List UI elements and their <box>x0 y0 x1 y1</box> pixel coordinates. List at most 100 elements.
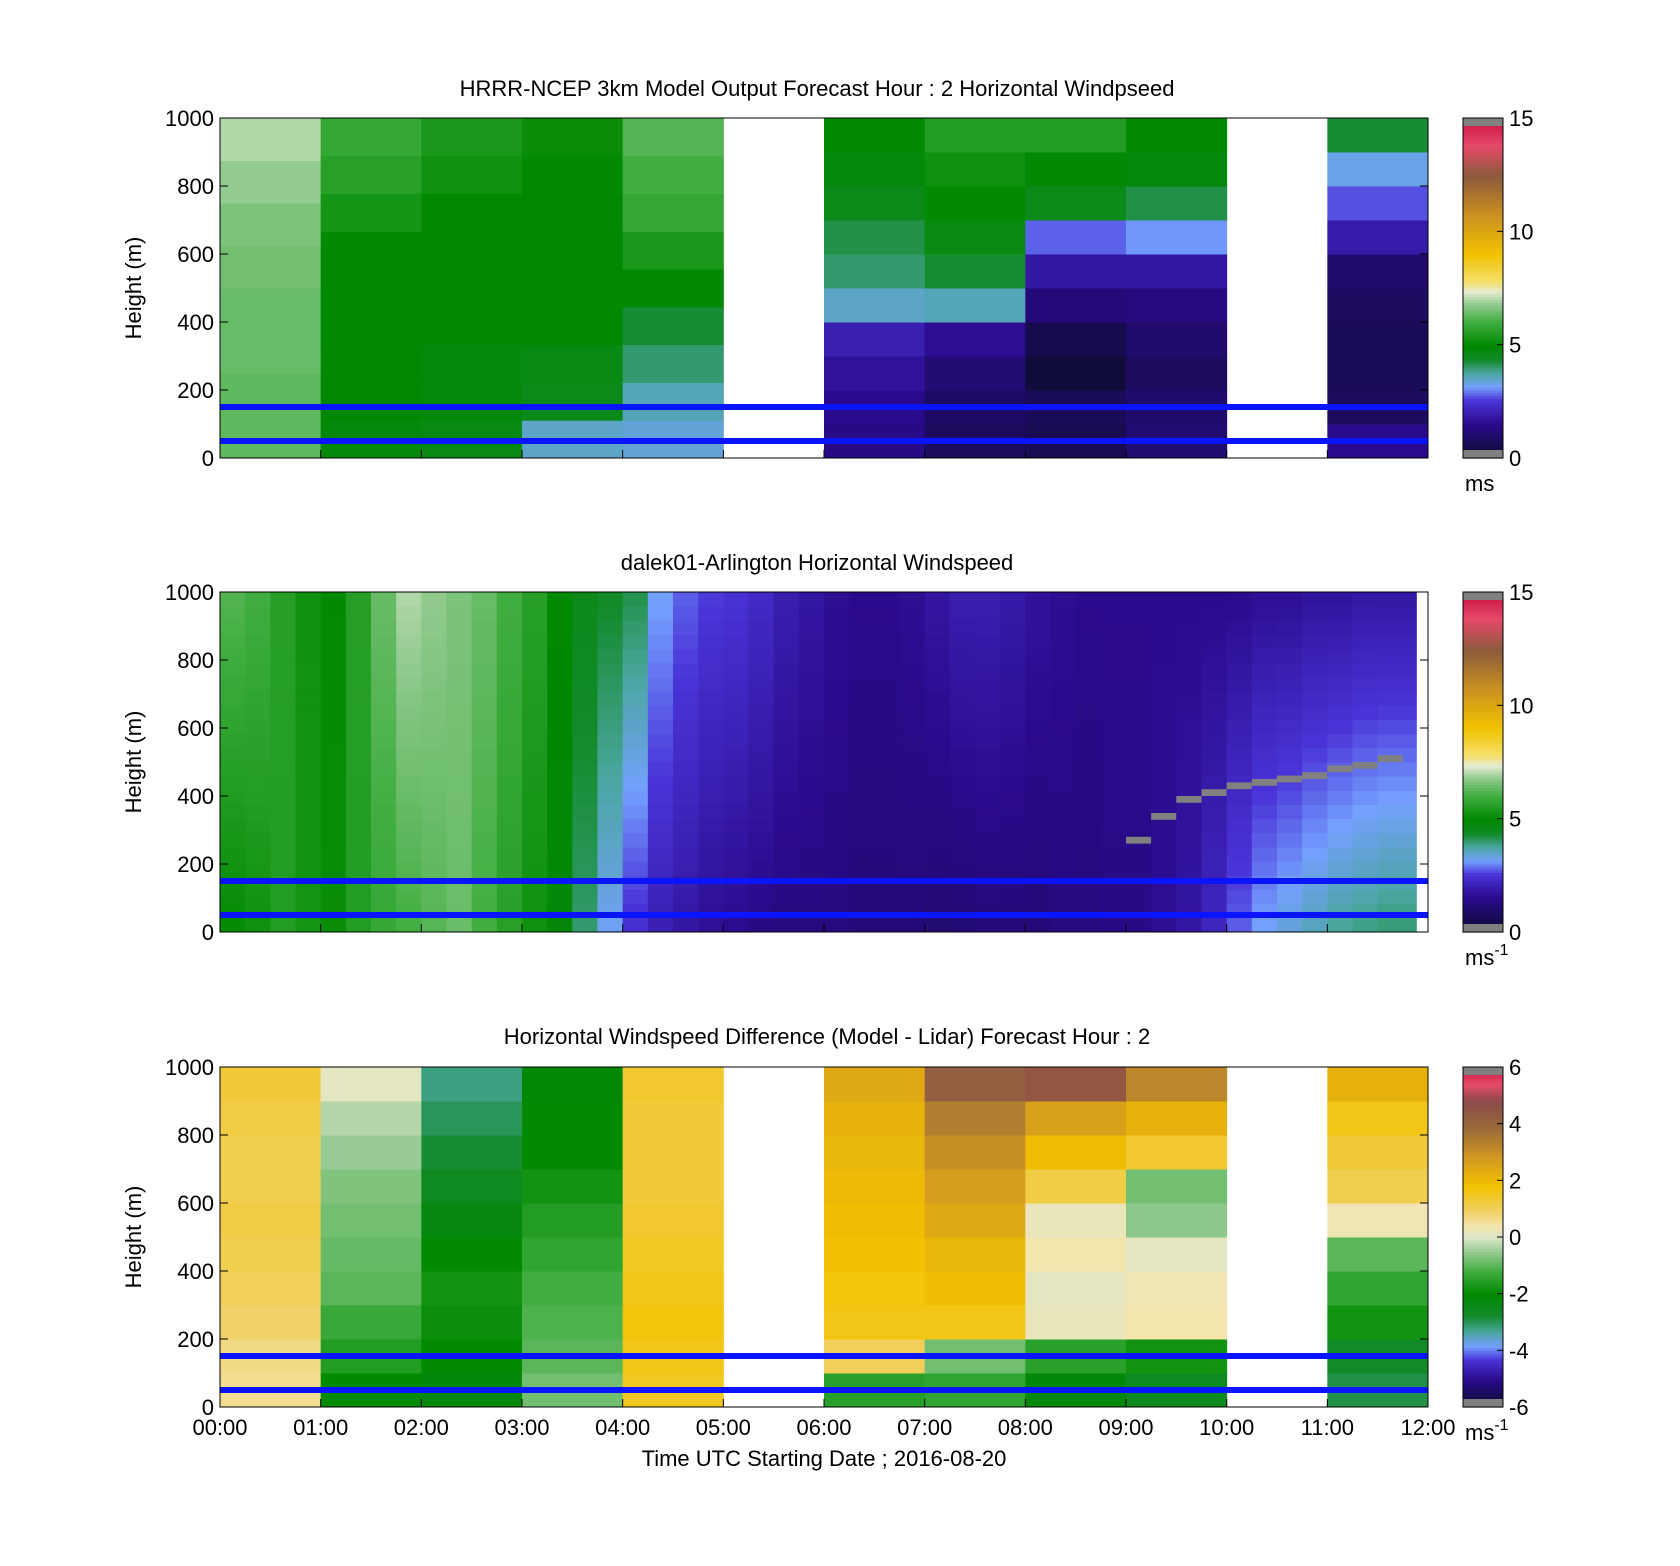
heatmap-cell <box>1377 733 1404 749</box>
heatmap-cell <box>1327 662 1353 678</box>
heatmap-cell <box>924 818 951 834</box>
heatmap-cell <box>647 889 674 905</box>
heatmap-cell <box>320 592 347 607</box>
colorbar-swatch <box>1463 1299 1503 1303</box>
heatmap-cell <box>1025 733 1051 749</box>
heatmap-cell <box>874 648 900 664</box>
colorbar-swatch <box>1463 694 1503 698</box>
heatmap-cell <box>345 733 372 749</box>
heatmap-cell <box>698 677 724 692</box>
heatmap-cell <box>1201 719 1228 735</box>
colorbar-swatch <box>1463 1089 1503 1094</box>
heatmap-cell <box>1352 861 1379 876</box>
heatmap-cell <box>824 762 850 777</box>
heatmap-cell <box>345 634 372 650</box>
heatmap-cell <box>1277 861 1303 876</box>
heatmap-cell <box>597 691 624 706</box>
colorbar-swatch <box>1463 1293 1503 1298</box>
heatmap-cell <box>522 648 548 664</box>
heatmap-cell <box>622 889 649 905</box>
heatmap-cell <box>622 155 724 195</box>
heatmap-cell <box>1226 917 1253 933</box>
heatmap-cell <box>824 804 850 820</box>
heatmap-cell <box>1201 889 1228 905</box>
heatmap-cell <box>874 592 900 607</box>
heatmap-cell <box>849 592 875 607</box>
heatmap-cell <box>572 889 598 905</box>
heatmap-cell <box>723 804 749 820</box>
colorbar-swatch <box>1463 1126 1503 1130</box>
xtick-label: 04:00 <box>595 1415 650 1440</box>
colorbar-unit-superscript: -1 <box>1494 1417 1508 1434</box>
heatmap-cell <box>320 1067 422 1102</box>
xtick-label: 01:00 <box>293 1415 348 1440</box>
heatmap-cell <box>522 733 548 749</box>
heatmap-cell <box>471 832 498 848</box>
heatmap-cell <box>220 818 246 834</box>
heatmap-cell <box>1000 662 1026 678</box>
heatmap-cell <box>773 917 800 933</box>
heatmap-cell <box>320 832 347 848</box>
colorbar-swatch <box>1463 239 1503 244</box>
heatmap-cell <box>270 705 296 720</box>
heatmap-cell <box>522 818 548 834</box>
heatmap-cell <box>496 832 523 848</box>
colorbar-swatch <box>1463 1225 1503 1230</box>
heatmap-cell <box>270 861 296 876</box>
heatmap-cell <box>1025 1101 1127 1136</box>
heatmap-cell <box>1000 832 1026 848</box>
heatmap-cell <box>824 1101 926 1136</box>
heatmap-cell <box>975 847 1001 862</box>
heatmap-cell <box>849 804 875 820</box>
ytick-label: 0 <box>202 1395 214 1420</box>
heatmap-cell <box>1302 705 1328 720</box>
heatmap-cell <box>220 245 322 289</box>
heatmap-cell <box>245 847 271 862</box>
heatmap-cell <box>496 634 523 650</box>
colorbar-swatch <box>1463 1248 1503 1252</box>
heatmap-cell <box>496 733 523 749</box>
heatmap-cell <box>220 1169 322 1204</box>
heatmap-cell <box>522 306 624 346</box>
heatmap-cell <box>1100 606 1127 621</box>
heatmap-cell <box>949 790 976 805</box>
heatmap-cell <box>1075 917 1102 933</box>
heatmap-cell <box>295 832 322 848</box>
missing-data-cell <box>1126 836 1152 844</box>
colorbar-swatch <box>1463 886 1503 891</box>
heatmap-cell <box>471 634 498 650</box>
heatmap-cell <box>924 804 951 820</box>
colorbar-swatch <box>1463 623 1503 627</box>
colorbar-swatch <box>1463 350 1503 354</box>
colorbar-swatch <box>1463 1310 1503 1315</box>
heatmap-cell <box>1050 889 1077 905</box>
xtick-marks-lidar <box>219 924 1429 932</box>
heatmap-cell <box>1226 762 1253 777</box>
heatmap-cell <box>899 747 926 763</box>
heatmap-cell <box>773 691 800 706</box>
heatmap-cell <box>1352 691 1379 706</box>
heatmap-cell <box>1025 152 1127 187</box>
heatmap-cell <box>421 1169 523 1204</box>
heatmap-cell <box>1075 804 1102 820</box>
colorbar-swatch <box>1463 1186 1503 1190</box>
heatmap-cell <box>1000 804 1026 820</box>
heatmap-cell <box>446 733 473 749</box>
heatmap-cell <box>748 705 775 720</box>
heatmap-cell <box>723 762 749 777</box>
heatmap-cell <box>1327 818 1353 834</box>
heatmap-cell <box>723 705 749 720</box>
heatmap-cell <box>320 662 347 678</box>
heatmap-cell <box>748 691 775 706</box>
heatmap-cell <box>824 1237 926 1272</box>
heatmap-cell <box>874 719 900 735</box>
heatmap-cell <box>1126 1067 1228 1102</box>
heatmap-cell <box>723 634 749 650</box>
colorbar-swatch <box>1463 1305 1503 1309</box>
heatmap-cell <box>1377 592 1404 607</box>
heatmap-cell <box>622 1237 724 1272</box>
heatmap-cell <box>1327 747 1353 763</box>
colorbar-swatch <box>1463 296 1503 300</box>
panel-model: HRRR-NCEP 3km Model Output Forecast Hour… <box>121 76 1533 496</box>
